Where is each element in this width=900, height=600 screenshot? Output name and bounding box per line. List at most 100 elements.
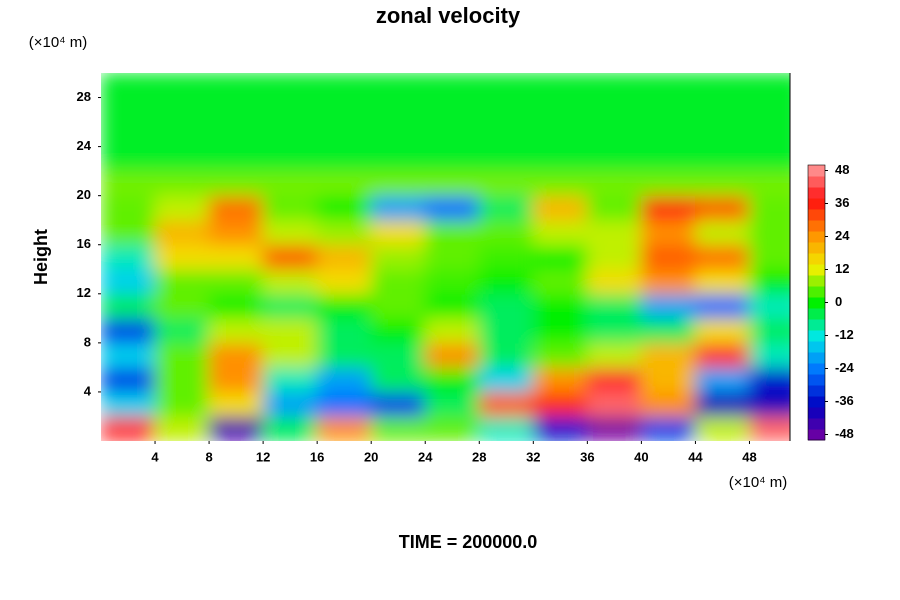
cell	[478, 366, 534, 393]
cell	[101, 170, 156, 197]
cell	[262, 244, 318, 270]
cell	[101, 244, 156, 270]
cell	[370, 219, 426, 246]
x-tick-label: 20	[364, 449, 378, 464]
cell	[370, 97, 426, 123]
colorbar-band	[808, 242, 825, 254]
cell	[424, 97, 480, 123]
cell	[424, 391, 480, 417]
cell	[316, 342, 372, 368]
cell	[154, 366, 210, 393]
cell	[694, 244, 750, 270]
cell	[694, 317, 750, 344]
cell	[424, 146, 480, 172]
cell	[586, 121, 642, 148]
cell	[748, 73, 790, 99]
cell	[640, 293, 696, 319]
y-axis-label: Height	[31, 229, 51, 285]
cell	[316, 97, 372, 123]
y-tick-label: 4	[84, 383, 92, 398]
cell	[316, 195, 372, 221]
cell	[748, 366, 790, 393]
cell	[208, 342, 264, 368]
cell	[101, 391, 156, 417]
cell	[154, 170, 210, 197]
cell	[370, 342, 426, 368]
cell	[208, 97, 264, 123]
colorbar-band	[808, 209, 825, 221]
cell	[586, 195, 642, 221]
cell	[370, 195, 426, 221]
colorbar-tick-label: -12	[835, 327, 854, 342]
colorbar-tick-label: 12	[835, 261, 849, 276]
cell	[262, 195, 318, 221]
cell	[694, 146, 750, 172]
y-tick-label: 28	[77, 89, 91, 104]
colorbar: -48 -36 -24 -12 0 12 24 36 48	[807, 162, 855, 441]
colorbar-band	[808, 275, 825, 287]
cell	[370, 73, 426, 99]
cell	[101, 366, 156, 393]
x-unit: (×10⁴ m)	[729, 474, 788, 491]
x-tick-label: 8	[205, 449, 212, 464]
cell	[640, 342, 696, 368]
cell	[262, 293, 318, 319]
cell	[370, 415, 426, 441]
cell	[586, 415, 642, 441]
cell	[101, 121, 156, 148]
colorbar-band	[808, 319, 825, 331]
cell	[478, 121, 534, 148]
cell	[586, 366, 642, 393]
cell	[748, 391, 790, 417]
cell	[262, 317, 318, 344]
cell	[316, 415, 372, 441]
cell	[101, 317, 156, 344]
cell	[640, 317, 696, 344]
cell	[370, 293, 426, 319]
cell	[532, 415, 588, 441]
cell	[640, 73, 696, 99]
cell	[262, 121, 318, 148]
colorbar-band	[808, 429, 825, 441]
x-tick-label: 28	[472, 449, 486, 464]
cell	[154, 342, 210, 368]
cell	[748, 97, 790, 123]
cell	[640, 146, 696, 172]
cell	[154, 268, 210, 295]
cell	[208, 219, 264, 246]
colorbar-band	[808, 198, 825, 210]
cell	[424, 317, 480, 344]
cell	[208, 244, 264, 270]
cell	[694, 219, 750, 246]
cell	[478, 293, 534, 319]
cell	[748, 244, 790, 270]
cell	[154, 391, 210, 417]
cell	[154, 97, 210, 123]
cell	[101, 415, 156, 441]
cell	[586, 244, 642, 270]
x-tick-label: 12	[256, 449, 270, 464]
cell	[424, 219, 480, 246]
cell	[154, 73, 210, 99]
cell	[478, 170, 534, 197]
cell	[370, 391, 426, 417]
colorbar-band	[808, 165, 825, 177]
colorbar-band	[808, 374, 825, 386]
colorbar-band	[808, 286, 825, 298]
cell	[694, 415, 750, 441]
time-label: TIME = 200000.0	[399, 532, 538, 552]
y-tick-label: 8	[84, 334, 91, 349]
cell	[316, 317, 372, 344]
cell	[316, 121, 372, 148]
cell	[262, 415, 318, 441]
colorbar-tick-label: -24	[835, 360, 855, 375]
x-tick-label: 32	[526, 449, 540, 464]
colorbar-tick-label: 48	[835, 162, 849, 177]
cell	[101, 146, 156, 172]
cell	[586, 342, 642, 368]
cell	[640, 415, 696, 441]
cell	[640, 244, 696, 270]
cell	[262, 268, 318, 295]
cell	[370, 121, 426, 148]
cell	[532, 244, 588, 270]
